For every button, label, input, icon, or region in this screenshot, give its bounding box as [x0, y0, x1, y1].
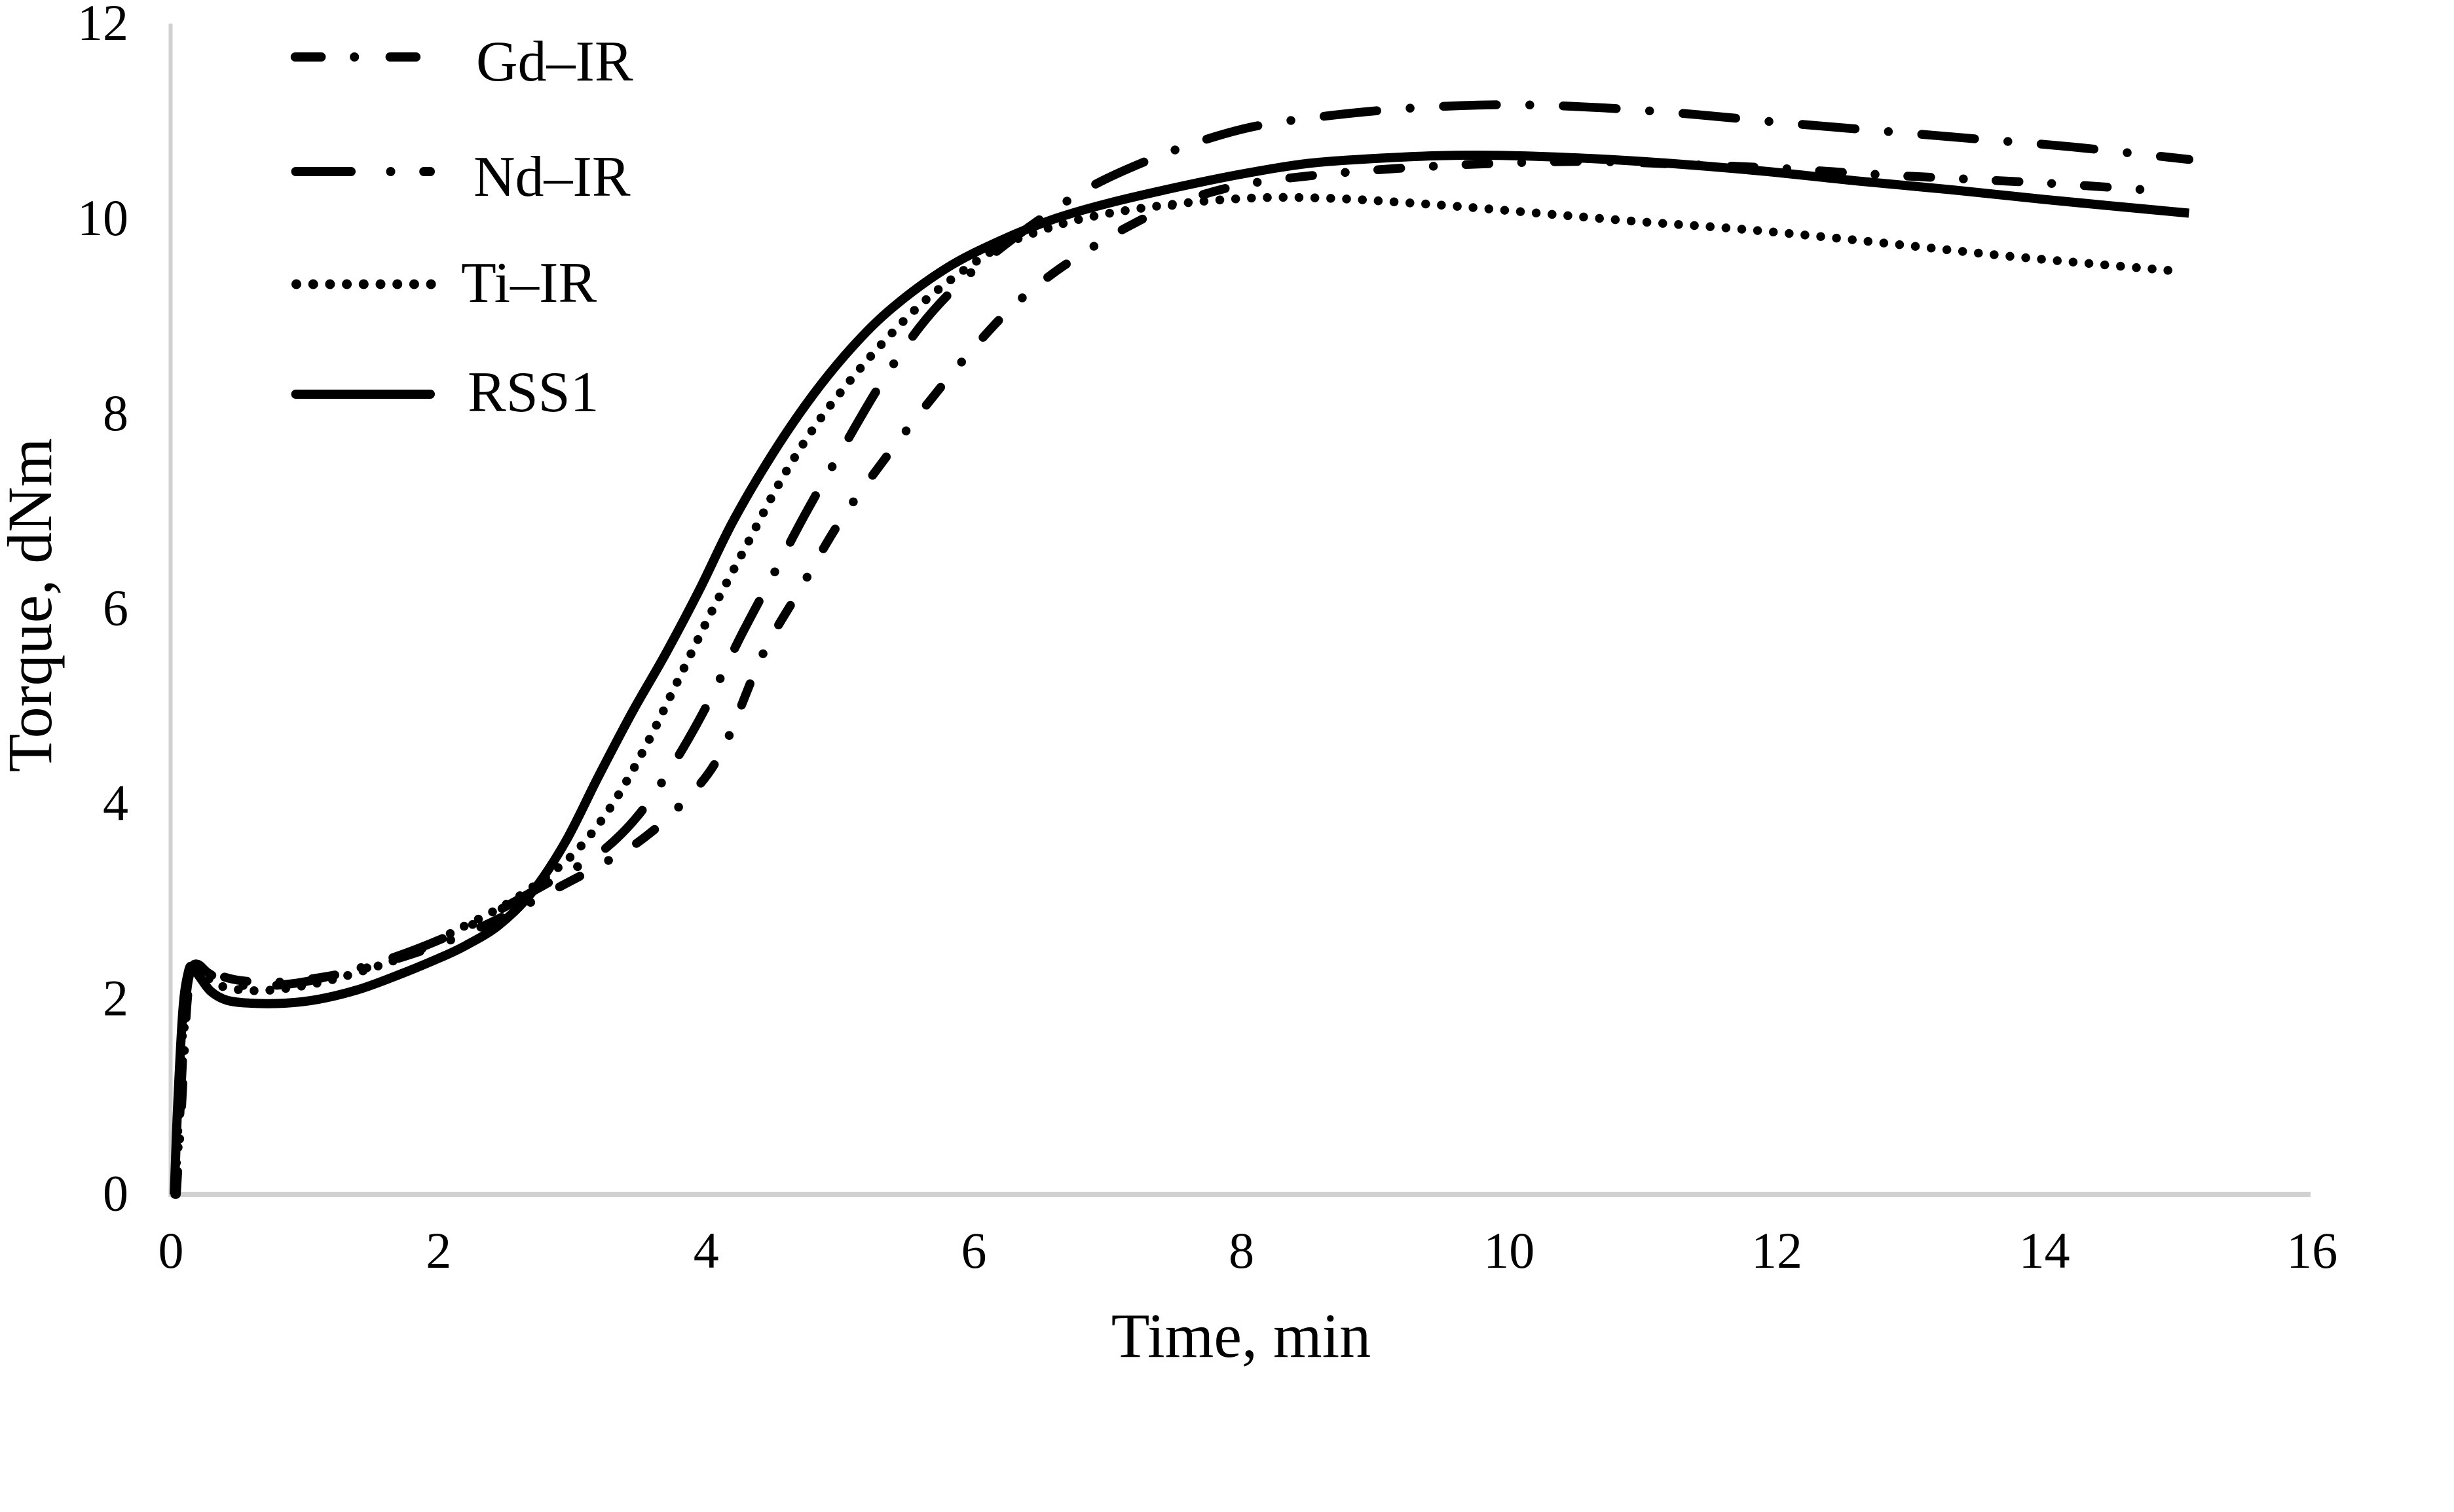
svg-text:10: 10 — [1483, 1222, 1534, 1279]
svg-text:Ti–IR: Ti–IR — [461, 251, 597, 315]
svg-text:Time, min: Time, min — [1111, 1300, 1371, 1371]
svg-text:0: 0 — [103, 1165, 128, 1222]
svg-text:Torque, dNm: Torque, dNm — [0, 438, 65, 773]
svg-text:Nd–IR: Nd–IR — [474, 145, 631, 209]
svg-text:2: 2 — [103, 970, 128, 1027]
svg-text:8: 8 — [103, 384, 128, 441]
svg-text:8: 8 — [1229, 1222, 1254, 1279]
svg-text:10: 10 — [77, 189, 128, 246]
svg-text:6: 6 — [103, 580, 128, 636]
svg-text:Gd–IR: Gd–IR — [476, 30, 633, 94]
svg-text:4: 4 — [103, 775, 128, 832]
svg-text:4: 4 — [694, 1222, 719, 1279]
svg-text:6: 6 — [961, 1222, 987, 1279]
svg-text:RSS1: RSS1 — [468, 361, 599, 424]
svg-text:0: 0 — [158, 1222, 184, 1279]
svg-text:2: 2 — [426, 1222, 451, 1279]
svg-text:12: 12 — [77, 0, 128, 51]
svg-text:14: 14 — [2019, 1222, 2070, 1279]
svg-text:16: 16 — [2286, 1222, 2337, 1279]
svg-text:12: 12 — [1751, 1222, 1802, 1279]
